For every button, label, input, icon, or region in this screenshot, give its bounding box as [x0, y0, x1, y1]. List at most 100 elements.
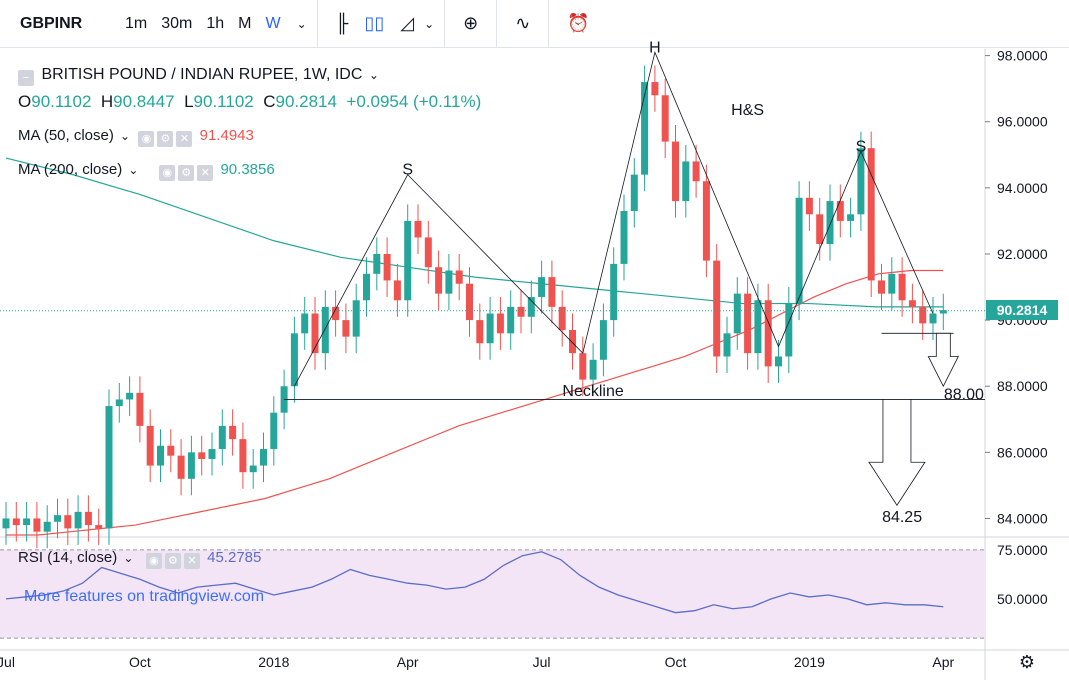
candle-up [249, 465, 257, 473]
rsi-band [0, 549, 985, 639]
candle-up [733, 293, 741, 334]
rsi-legend[interactable]: RSI (14, close) ⌄ ◉ ⚙ ✕ 45.2785 [18, 549, 261, 569]
bar-style-icon[interactable]: ╟ [335, 13, 349, 33]
candle-up [352, 300, 360, 337]
candle-down [342, 320, 350, 337]
collapse-icon[interactable]: − [18, 70, 34, 86]
candle-down [435, 267, 443, 294]
eye-icon: ◉ [138, 131, 155, 147]
candle-down [64, 515, 72, 529]
ma50-label: MA (50, close) [18, 127, 114, 144]
candle-down [12, 518, 20, 526]
low-value: 90.1102 [193, 92, 254, 111]
candle-down [661, 95, 669, 142]
add-compare-icon[interactable]: ⊕ [463, 13, 479, 33]
candle-up [826, 201, 834, 245]
chevron-down-icon[interactable]: ⌄ [368, 68, 379, 82]
candle-up [301, 313, 309, 334]
candle-up [74, 511, 82, 529]
timeframe-W[interactable]: W [265, 14, 281, 32]
chevron-down-icon: ⌄ [120, 129, 131, 143]
close-icon: ✕ [183, 553, 200, 569]
ma200-legend[interactable]: MA (200, close) ⌄ ◉ ⚙ ✕ 90.3856 [18, 161, 275, 181]
last-price-tag: 90.2814 [986, 300, 1058, 320]
rsi-label: RSI (14, close) [18, 549, 118, 566]
candle-up [630, 174, 638, 211]
candle-down [136, 392, 144, 426]
timeframe-30m[interactable]: 30m [161, 14, 193, 32]
chevron-down-icon[interactable]: ⌄ [296, 16, 307, 31]
time-tick-label: Oct [129, 654, 151, 670]
candle-up [599, 320, 607, 360]
candle-down [229, 425, 237, 440]
candle-up [589, 359, 597, 380]
candles-icon[interactable]: ▯▯ [364, 13, 385, 33]
candle-down [95, 525, 103, 529]
candle-down [672, 141, 679, 202]
candle-down [198, 452, 206, 459]
candle-down [311, 313, 319, 354]
candle-up [929, 313, 937, 324]
candle-up [527, 296, 535, 317]
candle-up [115, 399, 123, 407]
price-tick-label: 98.0000 [997, 48, 1048, 64]
timeframe-1m[interactable]: 1m [125, 14, 148, 32]
candle-down [579, 353, 587, 380]
candle-down [476, 320, 484, 344]
candle-up [610, 263, 618, 321]
close-label: C [263, 92, 276, 111]
candle-up [43, 521, 51, 532]
candle-up [23, 518, 31, 526]
candle-up [682, 161, 690, 202]
candle-down [805, 197, 813, 215]
candle-up [105, 406, 113, 529]
candle-down [424, 237, 432, 268]
candle-down [146, 425, 154, 466]
chevron-down-icon[interactable]: ⌄ [424, 16, 435, 31]
candle-up [187, 452, 195, 479]
candle-down [332, 306, 340, 321]
ohlc-row: O90.1102 H90.8447 L90.1102 C90.2814 +0.0… [18, 92, 481, 112]
candle-up [321, 306, 329, 354]
candle-up [785, 303, 793, 357]
chevron-down-icon: ⌄ [123, 551, 134, 565]
rsi-value: 45.2785 [207, 549, 262, 566]
candle-up [157, 445, 164, 466]
rsi-tick-label: 75.0000 [997, 542, 1048, 558]
candle-up [126, 392, 134, 400]
ma200-value: 90.3856 [220, 161, 275, 178]
timeframe-1h[interactable]: 1h [206, 14, 225, 32]
eye-icon: ◉ [159, 165, 176, 181]
price-tick-label: 88.0000 [997, 378, 1048, 394]
indicators-icon[interactable]: ∿ [515, 13, 531, 33]
candle-down [414, 220, 422, 238]
candle-down [878, 280, 885, 294]
candle-up [208, 449, 216, 459]
candle-down [816, 214, 824, 245]
alert-icon[interactable]: ⏰ [567, 13, 590, 33]
candle-up [54, 515, 61, 522]
pattern-annotation: H&S [731, 102, 764, 119]
candle-down [496, 313, 504, 334]
candle-down [33, 518, 41, 532]
area-icon[interactable]: ◿ [400, 13, 415, 33]
time-tick-label: Jul [0, 654, 15, 670]
pattern-annotation: S [856, 138, 867, 155]
symbol-label[interactable]: GBPINR [20, 14, 83, 32]
time-tick-label: Apr [397, 654, 419, 670]
head-shoulders-pattern [294, 51, 934, 387]
time-tick-label: 2018 [258, 654, 289, 670]
pattern-annotation: S [402, 162, 413, 179]
settings-gear-icon[interactable]: ⚙ [1019, 652, 1035, 672]
top-toolbar: GBPINR 1m 30m 1h M W ⌄ ╟ ▯▯ ◿ ⌄ ⊕ ∿ ⏰ [0, 0, 1069, 48]
open-label: O [18, 92, 32, 111]
change-value: +0.0954 (+0.11%) [346, 92, 482, 111]
ma50-legend[interactable]: MA (50, close) ⌄ ◉ ⚙ ✕ 91.4943 [18, 127, 254, 147]
ma50-value: 91.4943 [199, 127, 254, 144]
pattern-annotation: Neckline [562, 383, 623, 400]
ma200-label: MA (200, close) [18, 161, 123, 178]
tradingview-watermark[interactable]: More features on tradingview.com [24, 588, 265, 605]
ma50-line [6, 269, 944, 536]
timeframe-M[interactable]: M [238, 14, 252, 32]
